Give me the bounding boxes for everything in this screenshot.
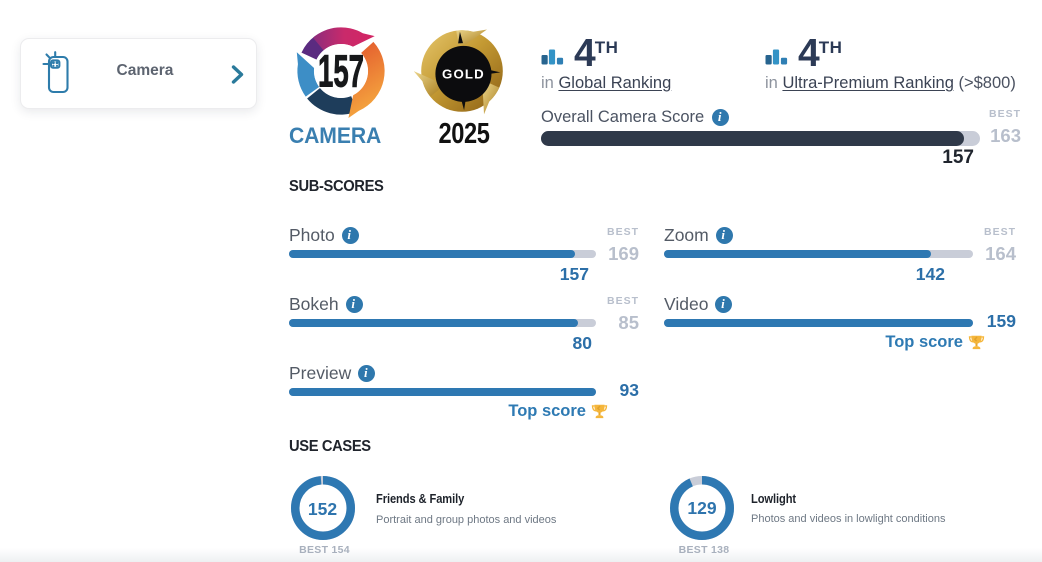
- svg-text:157: 157: [318, 46, 364, 97]
- svg-text:GOLD: GOLD: [442, 66, 485, 81]
